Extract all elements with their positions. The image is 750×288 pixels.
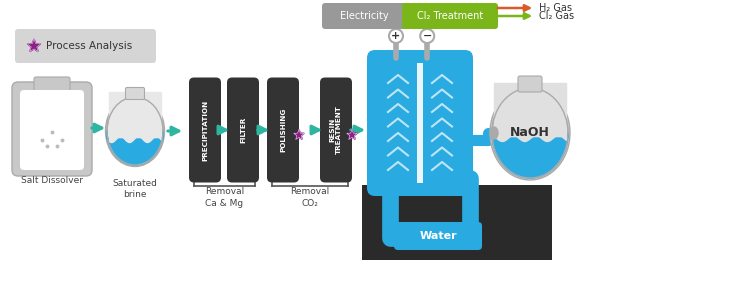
Ellipse shape: [490, 86, 570, 180]
FancyBboxPatch shape: [34, 77, 70, 93]
FancyBboxPatch shape: [367, 50, 473, 196]
Bar: [372, 186, 552, 258]
Text: Cl₂ Treatment: Cl₂ Treatment: [417, 11, 483, 21]
Ellipse shape: [107, 97, 163, 165]
Ellipse shape: [490, 127, 498, 139]
Text: Electricity: Electricity: [340, 11, 388, 21]
Text: Salt Dissolver: Salt Dissolver: [21, 176, 83, 185]
Text: FILTER: FILTER: [240, 117, 246, 143]
Bar: [417, 63, 423, 183]
Bar: [362, 185, 552, 260]
FancyBboxPatch shape: [394, 222, 482, 250]
Ellipse shape: [106, 96, 164, 166]
Polygon shape: [27, 39, 40, 52]
FancyBboxPatch shape: [267, 77, 299, 183]
FancyBboxPatch shape: [189, 77, 221, 183]
Circle shape: [389, 29, 403, 43]
Text: Removal
CO₂: Removal CO₂: [290, 187, 330, 208]
Text: +: +: [392, 31, 400, 41]
FancyBboxPatch shape: [402, 3, 498, 29]
Text: POLISHING: POLISHING: [280, 108, 286, 152]
FancyBboxPatch shape: [12, 82, 92, 176]
Polygon shape: [492, 133, 568, 178]
Circle shape: [420, 29, 434, 43]
Text: RESIN
TREATMENT: RESIN TREATMENT: [330, 106, 342, 154]
Text: Saturated
brine: Saturated brine: [112, 179, 158, 199]
Text: Cl₂ Gas: Cl₂ Gas: [539, 11, 574, 21]
Text: H₂ Gas: H₂ Gas: [539, 3, 572, 13]
FancyBboxPatch shape: [320, 77, 352, 183]
FancyBboxPatch shape: [227, 77, 259, 183]
Polygon shape: [294, 130, 304, 139]
Text: Water: Water: [419, 231, 457, 241]
FancyBboxPatch shape: [322, 3, 406, 29]
Text: Process Analysis: Process Analysis: [46, 41, 132, 51]
Text: NaOH: NaOH: [510, 126, 550, 139]
FancyBboxPatch shape: [15, 29, 156, 63]
Ellipse shape: [492, 88, 568, 178]
FancyBboxPatch shape: [20, 90, 84, 170]
Text: PRECIPITATION: PRECIPITATION: [202, 99, 208, 161]
Polygon shape: [107, 131, 163, 165]
FancyBboxPatch shape: [125, 88, 145, 99]
FancyBboxPatch shape: [518, 76, 542, 92]
Text: −: −: [422, 31, 432, 41]
Polygon shape: [346, 130, 357, 139]
Text: Removal
Ca & Mg: Removal Ca & Mg: [205, 187, 245, 208]
